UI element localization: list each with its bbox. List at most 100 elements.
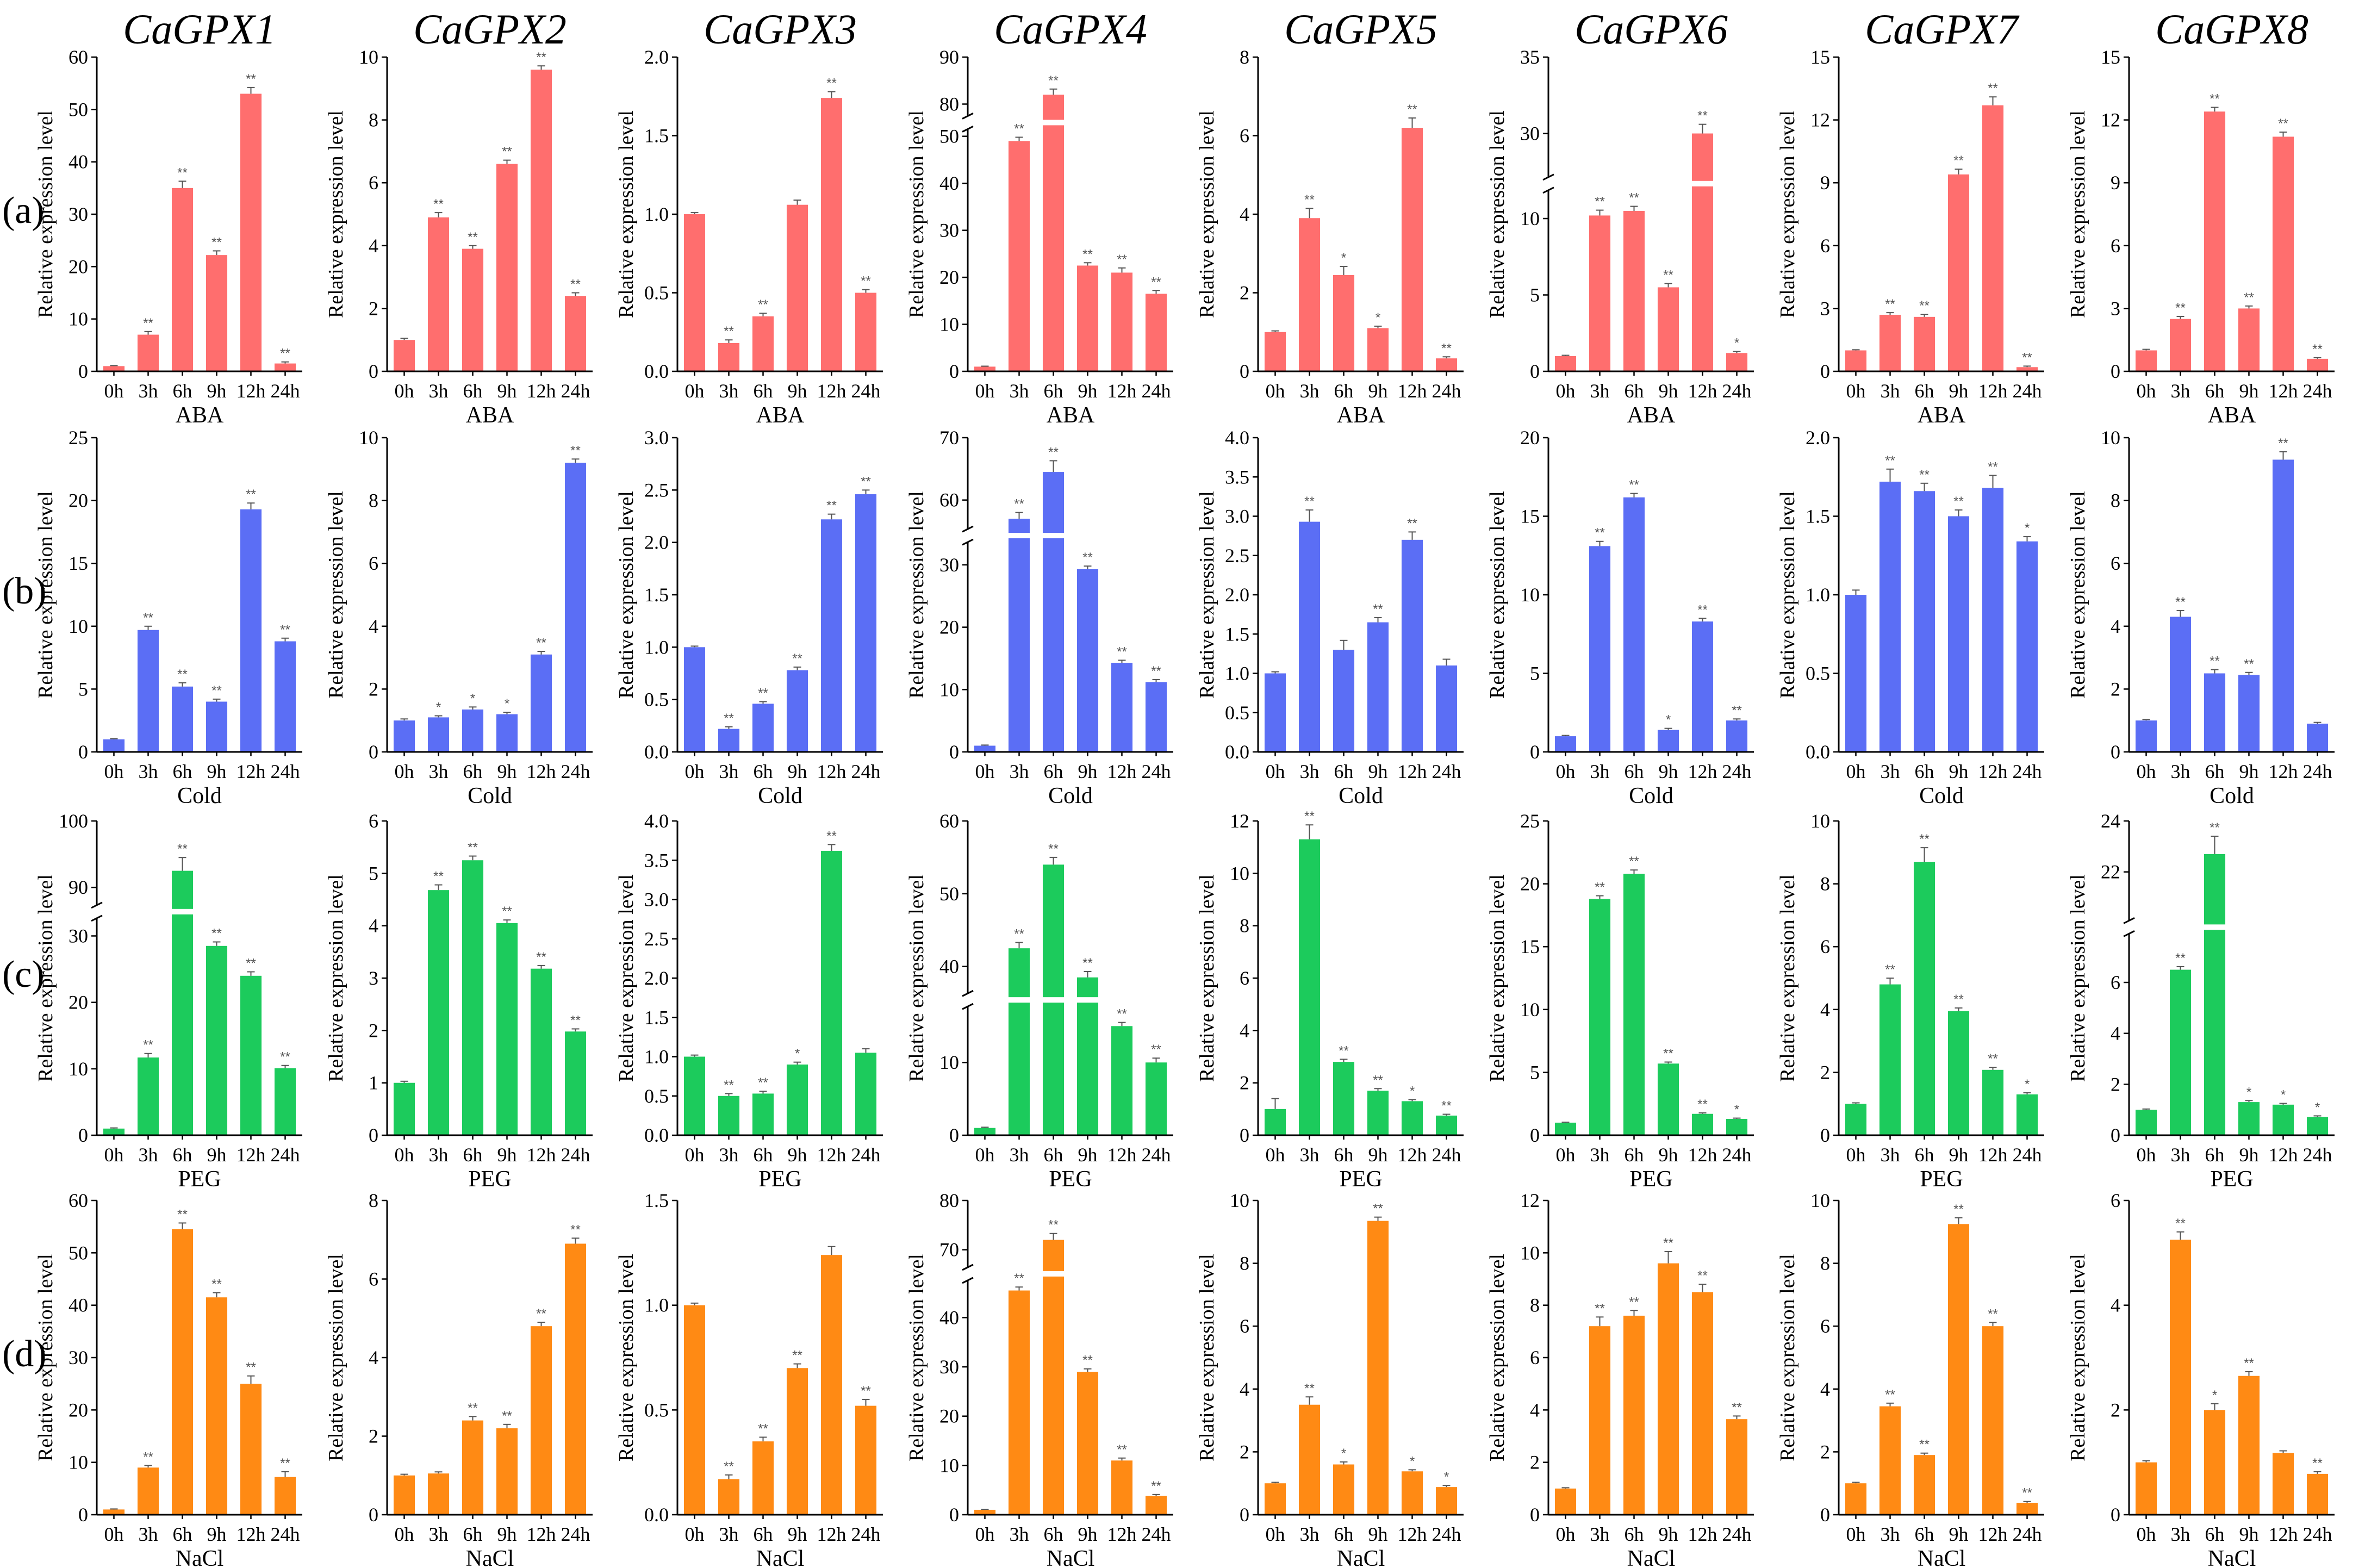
bar-3h bbox=[718, 729, 740, 752]
y-axis-label: Relative expression level bbox=[1196, 874, 1218, 1082]
x-tick-label: 24h bbox=[271, 1144, 300, 1166]
significance-label: ** bbox=[1885, 962, 1895, 977]
y-axis-label: Relative expression level bbox=[615, 491, 638, 699]
bar-12h bbox=[1982, 488, 2004, 752]
significance-label: ** bbox=[1339, 1043, 1349, 1058]
x-tick-label: 12h bbox=[1398, 1523, 1427, 1545]
significance-label: ** bbox=[468, 1401, 478, 1415]
x-tick-label: 0h bbox=[1266, 380, 1285, 402]
x-tick-label: 12h bbox=[1978, 1523, 2008, 1545]
axis-break-mark bbox=[91, 901, 103, 909]
y-tick-label: 0 bbox=[1240, 360, 1249, 382]
bar-6h bbox=[1913, 316, 1935, 371]
y-tick-label: 0.5 bbox=[1806, 663, 1830, 685]
y-axis-label: Relative expression level bbox=[1776, 110, 1799, 318]
significance-label: ** bbox=[1082, 550, 1093, 565]
significance-label: ** bbox=[1441, 341, 1452, 356]
significance-label: ** bbox=[1732, 1400, 1742, 1415]
significance-label: ** bbox=[2175, 951, 2186, 966]
panel-CaGPX7-Cold: 0h ** 3h ** 6h ** 9h ** 12h * 24h 0.0 0.5 1.0 1.5 2.0 Co… bbox=[1776, 427, 2044, 808]
y-tick-label: 15 bbox=[2101, 46, 2120, 68]
y-tick-label: 8 bbox=[1240, 46, 1249, 68]
y-axis-label: Relative expression level bbox=[2067, 491, 2089, 699]
significance-label: ** bbox=[861, 274, 871, 289]
y-tick-label: 5 bbox=[1530, 663, 1540, 685]
x-tick-label: 0h bbox=[1556, 1523, 1576, 1545]
y-tick-label: 3 bbox=[1820, 297, 1830, 319]
bar-3h bbox=[2169, 969, 2192, 1135]
x-tick-label: 24h bbox=[271, 761, 300, 782]
significance-label: ** bbox=[826, 829, 837, 843]
bar-9h bbox=[1947, 1011, 1970, 1135]
y-tick-label: 10 bbox=[69, 615, 88, 637]
bar-12h bbox=[2272, 459, 2294, 752]
x-axis-label: PEG bbox=[468, 1167, 511, 1192]
x-tick-label: 6h bbox=[173, 1144, 192, 1166]
bar-24h bbox=[274, 363, 296, 371]
bar-3h bbox=[1298, 521, 1321, 752]
x-tick-label: 0h bbox=[2137, 1523, 2156, 1545]
panel-CaGPX6-PEG: 0h ** 3h ** 6h ** 9h ** 12h * 24h 0 5 10 15 20 25 PEG Rela… bbox=[1486, 810, 1754, 1192]
y-tick-label: 0 bbox=[1820, 360, 1830, 382]
x-tick-label: 9h bbox=[2239, 380, 2259, 402]
bar-0h bbox=[1264, 332, 1286, 371]
significance-label: ** bbox=[724, 711, 734, 726]
bar-12h bbox=[530, 968, 552, 1135]
y-tick-label: 20 bbox=[1520, 873, 1540, 895]
significance-label: ** bbox=[433, 197, 444, 211]
x-tick-label: 9h bbox=[1659, 380, 1678, 402]
significance-label: ** bbox=[1373, 602, 1383, 617]
significance-label: ** bbox=[1304, 192, 1315, 207]
x-tick-label: 0h bbox=[975, 1144, 995, 1166]
y-tick-label: 12 bbox=[2101, 109, 2120, 131]
x-axis-label: PEG bbox=[1339, 1167, 1382, 1192]
y-tick-label: 10 bbox=[2101, 427, 2120, 449]
significance-label: ** bbox=[502, 145, 512, 159]
x-tick-label: 6h bbox=[463, 1144, 483, 1166]
x-tick-label: 24h bbox=[1722, 380, 1752, 402]
y-tick-label: 1.5 bbox=[644, 1190, 669, 1211]
bar-24h bbox=[2016, 541, 2038, 752]
y-tick-label: 2 bbox=[2111, 678, 2120, 700]
y-tick-label: 2 bbox=[1820, 1061, 1830, 1083]
x-tick-label: 9h bbox=[1078, 1523, 1098, 1545]
significance-label: ** bbox=[1885, 1387, 1895, 1402]
x-axis-label: NaCl bbox=[1337, 1546, 1385, 1568]
significance-label: ** bbox=[2278, 116, 2288, 131]
significance-label: ** bbox=[246, 72, 256, 86]
x-axis-label: ABA bbox=[2208, 403, 2256, 428]
significance-label: ** bbox=[1919, 832, 1930, 847]
y-tick-label: 20 bbox=[69, 490, 88, 512]
significance-label: ** bbox=[1373, 1202, 1383, 1216]
x-tick-label: 12h bbox=[236, 380, 266, 402]
significance-label: ** bbox=[1407, 102, 1417, 117]
axis-break-mark bbox=[1542, 173, 1554, 181]
x-axis-label: ABA bbox=[1627, 403, 1676, 428]
x-tick-label: 9h bbox=[1078, 1144, 1098, 1166]
bar-6h bbox=[462, 1420, 484, 1515]
bar-6h bbox=[1333, 1464, 1355, 1515]
x-tick-label: 0h bbox=[395, 761, 414, 782]
y-tick-label: 9 bbox=[2111, 172, 2120, 194]
bar-3h bbox=[137, 1467, 159, 1515]
bar-6h bbox=[752, 704, 774, 752]
x-tick-label: 9h bbox=[1659, 761, 1678, 782]
x-tick-label: 24h bbox=[1432, 1523, 1461, 1545]
y-tick-label: 2.5 bbox=[1225, 545, 1249, 567]
bar-12h bbox=[240, 975, 262, 1135]
significance-label: * bbox=[1341, 1446, 1346, 1461]
axis-break-mark bbox=[962, 990, 974, 997]
bar-12h bbox=[1401, 1101, 1423, 1135]
y-tick-label: 10 bbox=[1520, 584, 1540, 606]
x-tick-label: 6h bbox=[1334, 761, 1354, 782]
y-tick-label: 20 bbox=[69, 256, 88, 277]
bar-24h bbox=[1726, 1118, 1748, 1135]
bar-0h bbox=[393, 720, 415, 752]
x-axis-label: PEG bbox=[1920, 1167, 1963, 1192]
y-tick-label: 12 bbox=[1230, 810, 1249, 832]
y-tick-label: 0 bbox=[949, 360, 959, 382]
x-axis-label: Cold bbox=[1629, 783, 1673, 808]
x-tick-label: 3h bbox=[1010, 1523, 1029, 1545]
x-axis-label: PEG bbox=[1049, 1167, 1092, 1192]
y-tick-label: 15 bbox=[1520, 506, 1540, 527]
